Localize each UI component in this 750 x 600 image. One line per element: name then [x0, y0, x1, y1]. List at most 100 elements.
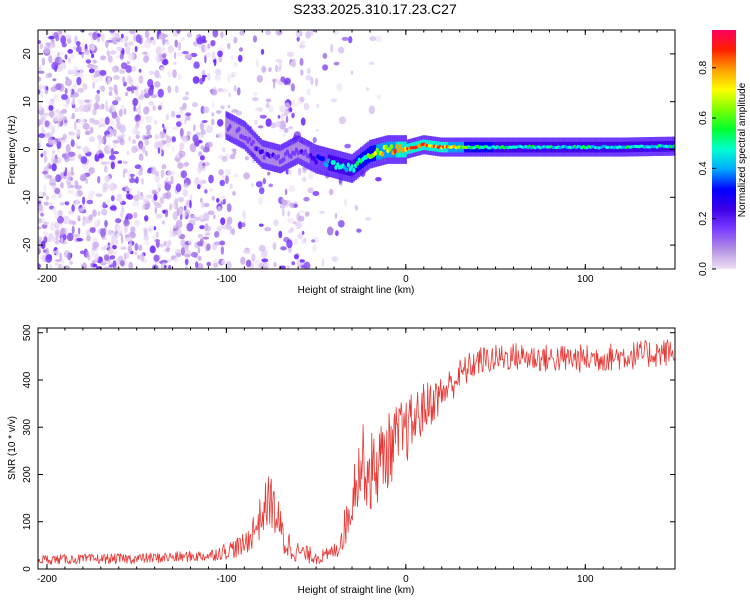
spectrogram-noise-blob [333, 61, 340, 66]
spectrogram-noise-blob [122, 170, 126, 179]
spectrogram-noise-blob [233, 85, 237, 92]
spectrogram-noise-blob [153, 226, 157, 231]
spectrogram-noise-blob [280, 76, 286, 83]
spectrogram-noise-blob [164, 265, 167, 269]
spectrogram-noise-blob [305, 74, 312, 81]
spectrogram-noise-blob [350, 70, 354, 75]
spectrogram-noise-blob [72, 66, 79, 74]
spectrogram-noise-blob [119, 138, 125, 146]
spectrogram-noise-blob [168, 264, 172, 269]
spectrogram-noise-blob [145, 124, 152, 132]
spectrogram-ridge-inner [261, 146, 264, 163]
spectrogram-noise-blob [167, 70, 172, 78]
spectrogram-noise-blob [148, 228, 152, 232]
spectrogram-ridge-core [332, 160, 336, 165]
spectrogram-noise-blob [203, 45, 208, 52]
spectrogram-noise-blob [41, 240, 46, 250]
spectrogram-noise-blob [287, 51, 294, 57]
spectrogram-noise-blob [110, 147, 114, 157]
spectrogram-noise-blob [119, 197, 123, 203]
spectrogram-noise-blob [38, 76, 42, 83]
spectrogram-noise-blob [176, 114, 181, 119]
spectrogram-noise-blob [136, 83, 139, 91]
spectrogram-noise-blob [369, 36, 377, 42]
spectrogram-noise-blob [220, 246, 225, 255]
spectrogram-noise-blob [220, 224, 227, 230]
spectrogram-noise-blob [303, 261, 311, 269]
spectrogram-noise-blob [224, 31, 228, 38]
spectrogram-noise-blob [176, 121, 182, 127]
spectrogram-noise-blob [133, 212, 138, 219]
spectrogram-noise-blob [130, 226, 136, 234]
spectrogram-noise-blob [103, 254, 110, 262]
spectrogram-ridge-inner [390, 141, 393, 158]
spectrogram-noise-blob [278, 230, 283, 239]
spectrogram-noise-blob [174, 39, 178, 48]
spectrogram-noise-blob [189, 194, 193, 201]
spectrogram-noise-blob [111, 235, 116, 244]
spectrogram-noise-blob [186, 131, 192, 136]
spectrogram-noise-blob [192, 134, 199, 143]
spectrogram-noise-blob [200, 129, 207, 135]
spectrogram-noise-blob [87, 193, 94, 200]
spectrogram-noise-blob [356, 228, 362, 233]
spectrogram-noise-blob [69, 88, 72, 94]
spectrogram-noise-blob [54, 259, 62, 263]
spectrogram-noise-blob [272, 242, 277, 251]
spectrogram-noise-blob [140, 191, 143, 197]
spectrogram-noise-blob [322, 52, 328, 59]
spectrogram-noise-blob [38, 103, 43, 111]
spectrogram-noise-blob [81, 52, 84, 59]
spectrogram-noise-blob [102, 201, 107, 209]
spectrogram-noise-blob [185, 264, 188, 269]
spectrogram-noise-blob [111, 37, 119, 45]
spectrogram-noise-blob [299, 96, 305, 102]
spectrogram-noise-blob [38, 263, 41, 269]
spectrogram-noise-blob [70, 139, 75, 147]
spectrogram-noise-blob [322, 64, 329, 71]
spectrogram-noise-blob [75, 45, 82, 53]
spectrogram-noise-blob [159, 196, 165, 205]
spectrogram-noise-blob [227, 73, 231, 83]
spectrogram-noise-blob [199, 122, 204, 131]
spectrogram-noise-blob [38, 40, 42, 44]
spectrogram-noise-blob [193, 61, 200, 69]
spectrogram-noise-blob [196, 36, 204, 45]
spectrogram-ridge-core [248, 136, 252, 142]
spectrogram-noise-blob [107, 230, 113, 235]
spectrogram-noise-blob [176, 51, 183, 57]
spectrogram-noise-blob [184, 258, 189, 265]
spectrogram-noise-blob [110, 195, 115, 202]
spectrogram-xtick-label: -100 [216, 274, 236, 285]
spectrogram-noise-blob [210, 40, 216, 47]
spectrogram-noise-blob [198, 151, 203, 157]
spectrogram-noise-blob [137, 244, 143, 251]
spectrogram-noise-blob [75, 199, 79, 205]
spectrogram-noise-blob [88, 68, 95, 74]
spectrogram-noise-blob [48, 35, 55, 40]
spectrogram-noise-blob [263, 263, 270, 268]
spectrogram-noise-blob [157, 147, 161, 154]
spectrogram-noise-blob [66, 172, 72, 181]
spectrogram-noise-blob [184, 243, 189, 251]
spectrogram-noise-blob [153, 193, 158, 201]
spectrogram-ridge-core [303, 149, 307, 154]
spectrogram-noise-blob [364, 217, 372, 221]
spectrogram-noise-blob [251, 253, 256, 262]
spectrogram-noise-blob [82, 122, 90, 130]
spectrogram-noise-blob [162, 123, 165, 128]
spectrogram-noise-blob [100, 85, 105, 93]
spectrogram-noise-blob [157, 140, 162, 146]
spectrogram-noise-blob [376, 94, 382, 100]
spectrogram-noise-blob [127, 170, 132, 180]
spectrogram-noise-blob [52, 114, 59, 122]
spectrogram-noise-blob [138, 170, 143, 176]
spectrogram-noise-blob [69, 131, 76, 136]
spectrogram-noise-blob [297, 167, 302, 176]
spectrogram-noise-blob [94, 219, 99, 229]
spectrogram-noise-blob [190, 251, 198, 258]
spectrogram-noise-blob [119, 39, 126, 43]
spectrogram-noise-blob [172, 69, 177, 78]
spectrogram-noise-blob [217, 119, 224, 127]
